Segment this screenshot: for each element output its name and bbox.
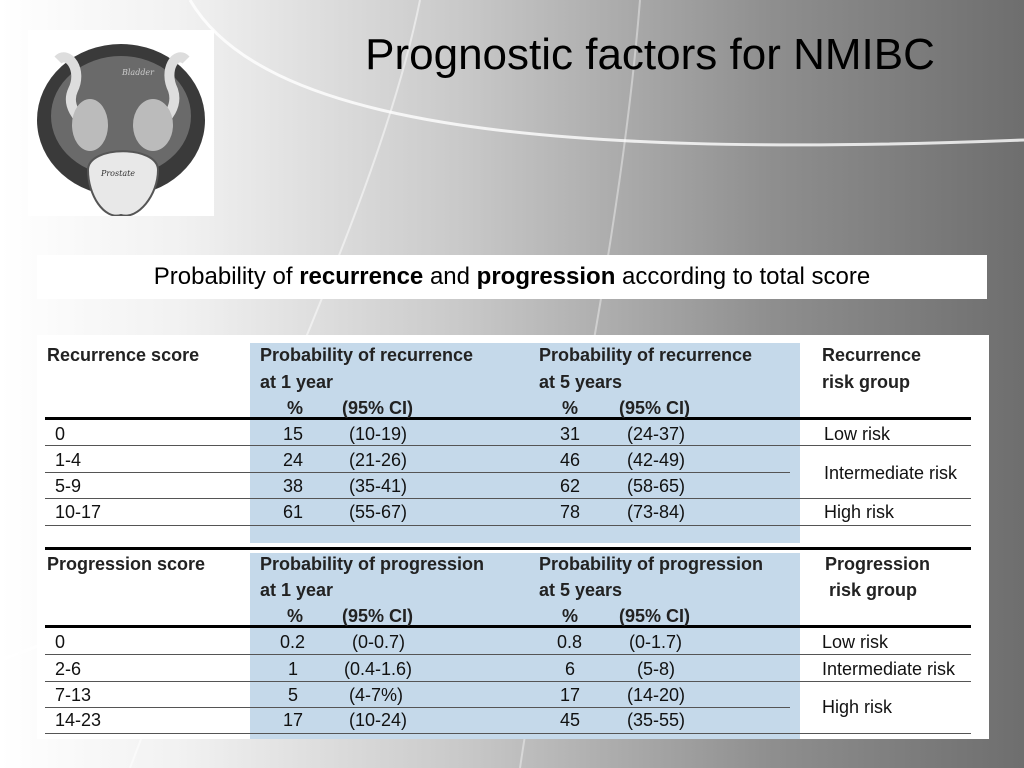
divider [45, 445, 971, 446]
caption-text: Probability of [153, 263, 300, 290]
divider [45, 707, 790, 708]
header-pct: % [562, 398, 579, 418]
header-p5: Probability of progression [539, 554, 764, 574]
header-group: risk group [829, 580, 918, 600]
header-p5: Probability of recurrence [539, 345, 753, 365]
blue-column-bg [250, 553, 800, 739]
caption-recurrence: recurrence [299, 263, 424, 290]
p1-cell: 17 [283, 710, 304, 730]
p1-cell: 5 [288, 685, 299, 705]
ci5-cell: (58-65) [627, 476, 686, 496]
ci5-cell: (42-49) [627, 450, 686, 470]
header-group: Progression [825, 554, 931, 574]
prognosis-table: Recurrence score Probability of recurren… [37, 335, 989, 739]
header-p5: at 5 years [539, 372, 623, 392]
p1-cell: 38 [283, 476, 304, 496]
p5-cell: 62 [560, 476, 581, 496]
ci5-cell: (73-84) [627, 502, 686, 522]
ci5-cell: (5-8) [637, 659, 676, 679]
p1-cell: 15 [283, 424, 304, 444]
p5-cell: 0.8 [557, 632, 583, 652]
blue-column-bg [250, 343, 800, 543]
risk-group-cell: High risk [822, 697, 893, 717]
bladder-label: Bladder [121, 68, 155, 77]
ci1-cell: (55-67) [349, 502, 408, 522]
bladder-prostate-icon: Prostate Bladder [37, 44, 205, 217]
p1-cell: 24 [283, 450, 304, 470]
score-cell: 1-4 [55, 450, 82, 470]
divider [45, 654, 971, 655]
header-p1: Probability of progression [260, 554, 485, 574]
header-p1: Probability of recurrence [260, 345, 474, 365]
header-group: Recurrence [822, 345, 922, 365]
p5-cell: 45 [560, 710, 581, 730]
caption-text: according to total score [615, 263, 871, 290]
header-p1: at 1 year [260, 372, 334, 392]
risk-group-cell: Intermediate risk [822, 659, 956, 679]
caption-progression: progression [476, 263, 616, 290]
ci1-cell: (10-24) [349, 710, 408, 730]
p5-cell: 6 [565, 659, 576, 679]
ci1-cell: (0-0.7) [352, 632, 406, 652]
divider [45, 472, 790, 473]
divider [45, 681, 971, 682]
p1-cell: 61 [283, 502, 304, 522]
ci5-cell: (35-55) [627, 710, 686, 730]
score-cell: 0 [55, 424, 66, 444]
score-cell: 7-13 [55, 685, 92, 705]
header-pct: % [562, 606, 579, 626]
score-cell: 10-17 [55, 502, 102, 522]
divider [45, 625, 971, 628]
ci5-cell: (24-37) [627, 424, 686, 444]
risk-group-cell: Low risk [822, 632, 889, 652]
score-cell: 14-23 [55, 710, 102, 730]
ci1-cell: (35-41) [349, 476, 408, 496]
score-cell: 2-6 [55, 659, 82, 679]
anatomy-illustration: Prostate Bladder [28, 30, 214, 217]
prostate-label: Prostate [100, 169, 135, 178]
ci1-cell: (0.4-1.6) [344, 659, 413, 679]
slide-title: Prognostic factors for NMIBC [365, 30, 935, 79]
divider [45, 547, 971, 550]
ci5-cell: (14-20) [627, 685, 686, 705]
caption-text: and [423, 263, 477, 290]
header-p5: at 5 years [539, 580, 623, 600]
p5-cell: 46 [560, 450, 581, 470]
header-p1: at 1 year [260, 580, 334, 600]
header-ci: (95% CI) [342, 398, 414, 418]
p1-cell: 1 [288, 659, 299, 679]
divider [45, 498, 971, 499]
header-group: risk group [822, 372, 911, 392]
risk-group-cell: High risk [824, 502, 895, 522]
divider [45, 525, 971, 526]
header-pct: % [287, 398, 304, 418]
divider [45, 733, 971, 734]
header-ci: (95% CI) [619, 398, 691, 418]
header-progression-score: Progression score [47, 554, 206, 574]
p1-cell: 0.2 [280, 632, 306, 652]
ci1-cell: (21-26) [349, 450, 408, 470]
header-pct: % [287, 606, 304, 626]
risk-group-cell: Intermediate risk [824, 463, 958, 483]
header-ci: (95% CI) [619, 606, 691, 626]
ci1-cell: (4-7%) [349, 685, 404, 705]
header-ci: (95% CI) [342, 606, 414, 626]
header-recurrence-score: Recurrence score [47, 345, 200, 365]
score-cell: 0 [55, 632, 66, 652]
ci1-cell: (10-19) [349, 424, 408, 444]
p5-cell: 78 [560, 502, 581, 522]
table-caption: Probability of recurrence and progressio… [37, 255, 987, 299]
divider [45, 417, 971, 420]
score-cell: 5-9 [55, 476, 82, 496]
ci5-cell: (0-1.7) [629, 632, 683, 652]
risk-group-cell: Low risk [824, 424, 891, 444]
p5-cell: 31 [560, 424, 581, 444]
p5-cell: 17 [560, 685, 581, 705]
